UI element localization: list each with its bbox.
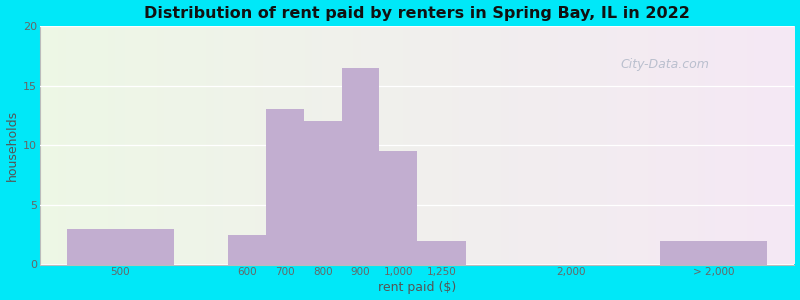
Bar — [660, 241, 767, 265]
Y-axis label: households: households — [6, 110, 18, 181]
Bar — [342, 68, 379, 265]
Bar — [66, 229, 174, 265]
Bar — [379, 151, 417, 265]
X-axis label: rent paid ($): rent paid ($) — [378, 281, 456, 294]
Bar — [228, 235, 266, 265]
Bar — [304, 121, 342, 265]
Text: City-Data.com: City-Data.com — [621, 58, 710, 70]
Bar — [266, 110, 304, 265]
Title: Distribution of rent paid by renters in Spring Bay, IL in 2022: Distribution of rent paid by renters in … — [144, 6, 690, 21]
Bar — [417, 241, 466, 265]
